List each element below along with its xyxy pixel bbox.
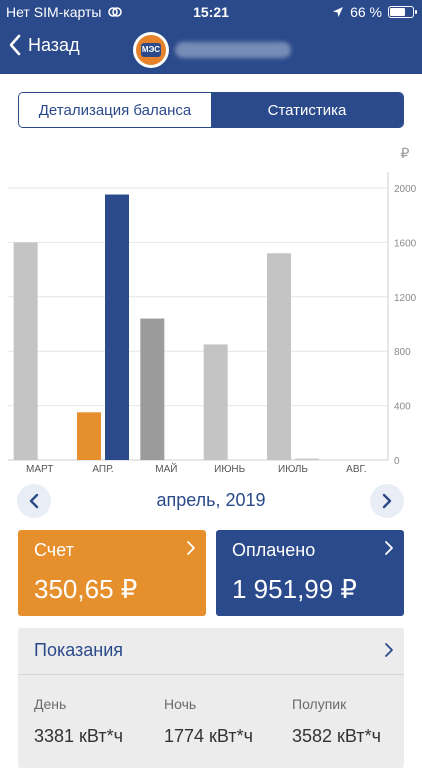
chevron-right-icon [385, 643, 393, 657]
bill-amount: 350,65 ₽ [34, 574, 138, 604]
chart-y-tick-label: 800 [394, 347, 411, 358]
current-month-label: апрель, 2019 [156, 490, 266, 510]
location-arrow-icon [333, 7, 344, 17]
chart-y-tick-label: 1600 [394, 238, 417, 249]
reading-day-label: День [34, 696, 67, 712]
tab-statistics[interactable]: Статистика [211, 93, 403, 127]
status-bar: Нет SIM-карты 15:21 66 % [0, 0, 422, 24]
next-month-button[interactable] [370, 484, 404, 518]
paid-card[interactable]: Оплачено 1 951,99 ₽ [216, 530, 404, 616]
chart-x-tick-label: ИЮЛЬ [278, 464, 308, 475]
chart-x-tick-label: ИЮНЬ [214, 464, 246, 475]
chart-bar [267, 253, 291, 460]
chart-y-tick-label: 400 [394, 402, 411, 413]
chevron-right-icon [385, 541, 393, 555]
chart-x-tick-label: МАРТ [26, 464, 53, 475]
reading-semipeak-label: Полупик [292, 696, 347, 712]
back-label: Назад [28, 34, 80, 55]
paid-title: Оплачено [232, 540, 316, 560]
nav-bar: Назад МЭС [0, 24, 422, 74]
chevron-right-icon [187, 541, 195, 555]
meter-readings-panel[interactable]: Показания День 3381 кВт*ч Ночь 1774 кВт*… [18, 628, 404, 768]
chart-x-tick-label: АПР. [92, 464, 113, 475]
paid-amount: 1 951,99 ₽ [232, 574, 357, 604]
battery-percent: 66 % [350, 4, 382, 20]
chart-bar [295, 458, 319, 460]
reading-night: Ночь 1774 кВт*ч [164, 696, 253, 747]
chart-bar [13, 242, 38, 460]
company-logo: МЭС [133, 32, 169, 68]
status-time: 15:21 [193, 4, 229, 20]
chart-y-tick-label: 0 [394, 456, 400, 467]
reading-day: День 3381 кВт*ч [34, 696, 123, 747]
back-button[interactable]: Назад [8, 34, 80, 56]
view-segmented-control: Детализация баланса Статистика [18, 92, 404, 128]
carrier-label: Нет SIM-карты [6, 4, 102, 20]
chevron-left-icon [29, 493, 39, 509]
account-number-redacted [175, 42, 291, 58]
battery-fill [390, 8, 405, 16]
wifi-calling-icon [108, 7, 123, 17]
chart-x-tick-label: АВГ. [346, 464, 366, 475]
chart-bar [77, 412, 101, 460]
reading-day-value: 3381 кВт*ч [34, 726, 123, 746]
bill-card[interactable]: Счет 350,65 ₽ [18, 530, 206, 616]
status-right: 66 % [332, 4, 417, 20]
tab-balance-details[interactable]: Детализация баланса [19, 93, 211, 127]
chart-y-tick-label: 1200 [394, 293, 417, 304]
chart-unit-label: ₽ [401, 145, 410, 161]
readings-divider [18, 674, 404, 675]
chart-x-tick-label: МАЙ [155, 462, 177, 475]
logo-text: МЭС [141, 43, 161, 57]
chart-bar [203, 344, 228, 460]
reading-night-label: Ночь [164, 696, 197, 712]
chart-bar [140, 318, 165, 460]
readings-title: Показания [34, 640, 124, 660]
reading-semipeak-value: 3582 кВт*ч [292, 726, 381, 746]
status-left: Нет SIM-карты [6, 4, 123, 20]
chevron-right-icon [382, 493, 392, 509]
prev-month-button[interactable] [17, 484, 51, 518]
chart-y-tick-label: 2000 [394, 184, 417, 195]
bill-title: Счет [34, 540, 74, 560]
chevron-left-icon [9, 34, 21, 56]
reading-night-value: 1774 кВт*ч [164, 726, 253, 746]
battery-icon [388, 6, 417, 18]
reading-semipeak: Полупик 3582 кВт*ч [292, 696, 381, 747]
statistics-bar-chart: ₽0 400 800 1200 1600 2000 МАРТ АПР. МАЙ ИЮНЬ ИЮЛЬ А… [8, 145, 417, 475]
month-navigation: апрель, 2019 [0, 484, 422, 518]
chart-bar [105, 194, 129, 460]
